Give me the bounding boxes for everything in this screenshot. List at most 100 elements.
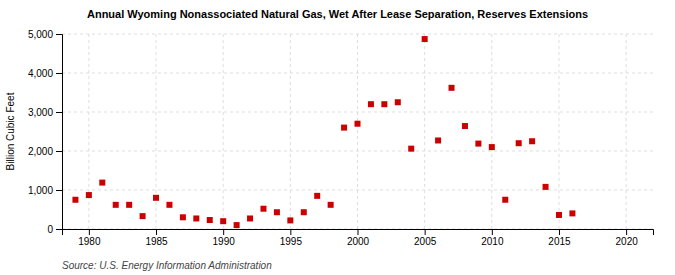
x-grid-line: [223, 34, 224, 229]
y-axis-tick-label: 3,000: [28, 107, 53, 118]
x-axis-tick: 1980: [78, 229, 101, 247]
point: [355, 121, 361, 127]
plot: 1980 1985 1990 1995 2000 2005 2010 2015 2020 0 1,0…: [28, 29, 654, 247]
point: [113, 202, 119, 208]
point: [529, 138, 535, 144]
y-axis-tick-label: 2,000: [28, 146, 53, 157]
point: [193, 215, 199, 221]
point: [126, 202, 132, 208]
point: [287, 217, 293, 223]
x-axis-tick-mark: [425, 229, 426, 235]
x-axis-tick-label: 2015: [548, 236, 571, 247]
point: [274, 209, 280, 215]
x-axis-tick: 2000: [347, 229, 370, 247]
y-axis-tick: 0: [47, 224, 62, 235]
x-axis-tick: 1990: [213, 229, 236, 247]
point: [435, 137, 441, 143]
x-grid-line: [626, 34, 627, 229]
y-axis-tick-label: 4,000: [28, 68, 53, 79]
x-axis-tick-label: 2020: [616, 236, 639, 247]
source: Source: U.S. Energy Information Administ…: [62, 260, 272, 271]
point: [556, 212, 562, 218]
y-axis-tick-mark: [56, 190, 62, 191]
x-axis-tick: 2015: [548, 229, 571, 247]
point: [475, 141, 481, 147]
point: [99, 180, 105, 186]
point: [140, 213, 146, 219]
point: [449, 85, 455, 91]
x-axis-tick-mark: [559, 229, 560, 235]
x-axis-tick-label: 1990: [213, 236, 236, 247]
x-axis-tick-mark: [358, 229, 359, 235]
point: [381, 101, 387, 107]
x-axis: 1980 1985 1990 1995 2000 2005 2010 2015 2020: [63, 229, 654, 247]
x-axis-tick-mark: [223, 229, 224, 235]
x-axis-tick-mark: [626, 229, 627, 235]
x-axis-tick-mark: [89, 229, 90, 235]
point: [502, 197, 508, 203]
y-axis: 0 1,000 2,000 3,000 4,000 5,000: [28, 29, 63, 235]
x-axis-tick-label: 2000: [347, 236, 370, 247]
x-axis-tick: 2005: [414, 229, 437, 247]
y-axis-tick: 2,000: [28, 146, 62, 157]
x-axis-tick-mark: [492, 229, 493, 235]
point: [180, 214, 186, 220]
point: [408, 146, 414, 152]
y-axis-tick-label: 1,000: [28, 185, 53, 196]
x-grid-line: [491, 34, 492, 229]
point: [153, 195, 159, 201]
point: [86, 192, 92, 198]
point: [234, 222, 240, 228]
x-axis-tick-label: 2010: [481, 236, 504, 247]
y-axis-tick-mark: [56, 112, 62, 113]
point: [368, 101, 374, 107]
y-axis-tick: 3,000: [28, 107, 62, 118]
point: [516, 140, 522, 146]
x-axis-tick-mark: [156, 229, 157, 235]
point: [341, 125, 347, 131]
y-axis-tick-label: 5,000: [28, 29, 53, 40]
x-axis-tick: 1995: [280, 229, 303, 247]
point: [301, 209, 307, 215]
point: [207, 217, 213, 223]
title: Annual Wyoming Nonassociated Natural Gas…: [87, 8, 588, 20]
y-axis-tick-mark: [56, 151, 62, 152]
point: [395, 99, 401, 105]
x-axis-tick: 2020: [616, 229, 639, 247]
point: [260, 206, 266, 212]
y-axis-title: Billion Cubic Feet: [5, 92, 16, 170]
x-axis-tick-label: 1985: [145, 236, 168, 247]
point: [166, 202, 172, 208]
y-axis-tick: 1,000: [28, 185, 62, 196]
y-axis-tick-mark: [56, 229, 62, 230]
chart: 1980 1985 1990 1995 2000 2005 2010 2015 2020 0 1,0…: [0, 0, 675, 275]
x-axis-line: [63, 230, 654, 236]
x-grid-line: [558, 34, 559, 229]
point: [569, 210, 575, 216]
x-grid-line: [88, 34, 89, 229]
point: [489, 144, 495, 150]
point: [543, 184, 549, 190]
y-axis-tick-label: 0: [47, 224, 53, 235]
x-axis-tick-mark: [290, 229, 291, 235]
point: [220, 218, 226, 224]
y-axis-tick: 5,000: [28, 29, 62, 40]
x-axis-tick-label: 2005: [414, 236, 437, 247]
x-axis-tick: 2010: [481, 229, 504, 247]
point: [72, 197, 78, 203]
y-axis-tick: 4,000: [28, 68, 62, 79]
point: [462, 123, 468, 129]
x-axis-tick: 1985: [145, 229, 168, 247]
x-axis-tick-label: 1980: [78, 236, 101, 247]
x-grid-line: [290, 34, 291, 229]
x-grid-line: [357, 34, 358, 229]
point: [247, 215, 253, 221]
y-axis-tick-mark: [56, 34, 62, 35]
point: [422, 36, 428, 42]
point: [314, 193, 320, 199]
y-axis-tick-mark: [56, 73, 62, 74]
x-axis-tick-label: 1995: [280, 236, 303, 247]
grid: [62, 34, 653, 229]
point: [328, 202, 334, 208]
y-axis-line: [56, 35, 63, 230]
